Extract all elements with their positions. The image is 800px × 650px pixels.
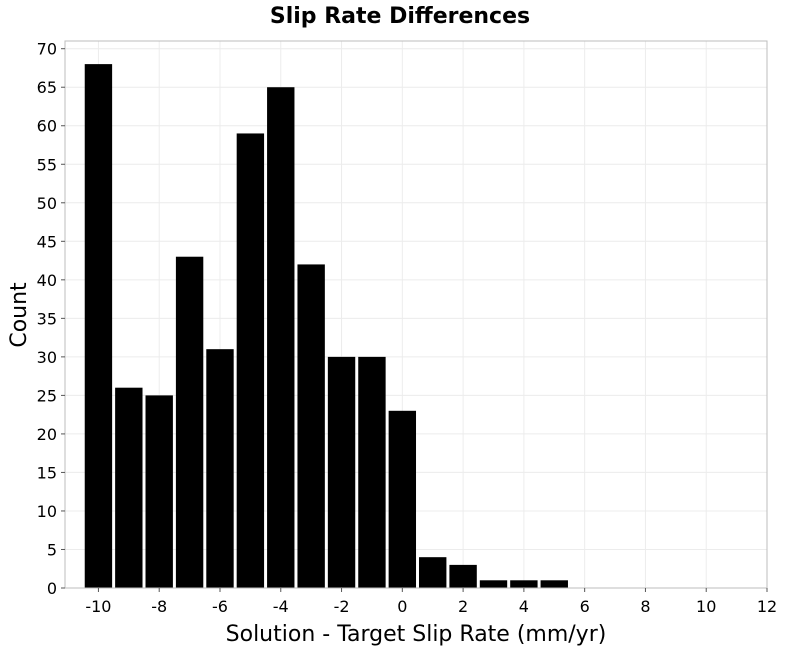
x-tick-label: 2 (458, 597, 468, 616)
histogram-bar (145, 395, 173, 588)
x-tick-label: 8 (640, 597, 650, 616)
y-tick-label: 25 (37, 386, 57, 405)
y-tick-label: 65 (37, 78, 57, 97)
x-tick-label: 4 (519, 597, 529, 616)
y-tick-label: 70 (37, 40, 57, 59)
histogram-bar (206, 349, 234, 588)
histogram-bar (388, 410, 417, 588)
histogram-bar (540, 580, 568, 588)
x-tick-label: -10 (85, 597, 111, 616)
histogram-bar (236, 133, 265, 589)
y-tick-label: 40 (37, 271, 57, 290)
x-axis-label: Solution - Target Slip Rate (mm/yr) (226, 622, 607, 647)
y-tick-label: 50 (37, 194, 57, 213)
plot-area-frame (64, 40, 768, 589)
x-tick-label: 10 (696, 597, 716, 616)
x-tick-label: 12 (757, 597, 777, 616)
y-tick-label: 35 (37, 309, 57, 328)
histogram-bar (419, 557, 447, 588)
histogram-bars (84, 64, 568, 589)
y-axis-ticks: 0 5 10 15 20 25 30 35 40 45 50 55 60 65 70 (37, 40, 65, 598)
histogram-bar (479, 580, 508, 588)
x-tick-label: -8 (151, 597, 167, 616)
y-axis-label: Count (7, 282, 32, 348)
y-tick-label: 30 (37, 348, 57, 367)
y-tick-label: 0 (47, 579, 57, 598)
x-tick-label: -2 (334, 597, 350, 616)
y-tick-label: 60 (37, 117, 57, 136)
histogram-bar (449, 564, 477, 588)
x-tick-label: 0 (397, 597, 407, 616)
x-axis-ticks: -10 -8 -6 -4 -2 0 2 4 6 8 10 12 (85, 588, 777, 616)
y-tick-label: 55 (37, 155, 57, 174)
histogram-bar (358, 356, 386, 588)
histogram-bar (115, 387, 143, 588)
y-tick-label: 45 (37, 232, 57, 251)
y-tick-label: 5 (47, 540, 57, 559)
histogram-bar (175, 256, 204, 588)
histogram-bar (297, 264, 325, 588)
x-tick-label: -6 (212, 597, 228, 616)
histogram-bar (267, 87, 295, 589)
y-tick-label: 15 (37, 463, 57, 482)
chart-title: Slip Rate Differences (270, 4, 530, 29)
y-tick-label: 10 (37, 502, 57, 521)
y-tick-label: 20 (37, 425, 57, 444)
histogram-bar (510, 580, 538, 588)
x-tick-label: -4 (273, 597, 289, 616)
histogram-bar (327, 356, 356, 588)
x-tick-label: 6 (580, 597, 590, 616)
histogram-bar (84, 64, 113, 589)
